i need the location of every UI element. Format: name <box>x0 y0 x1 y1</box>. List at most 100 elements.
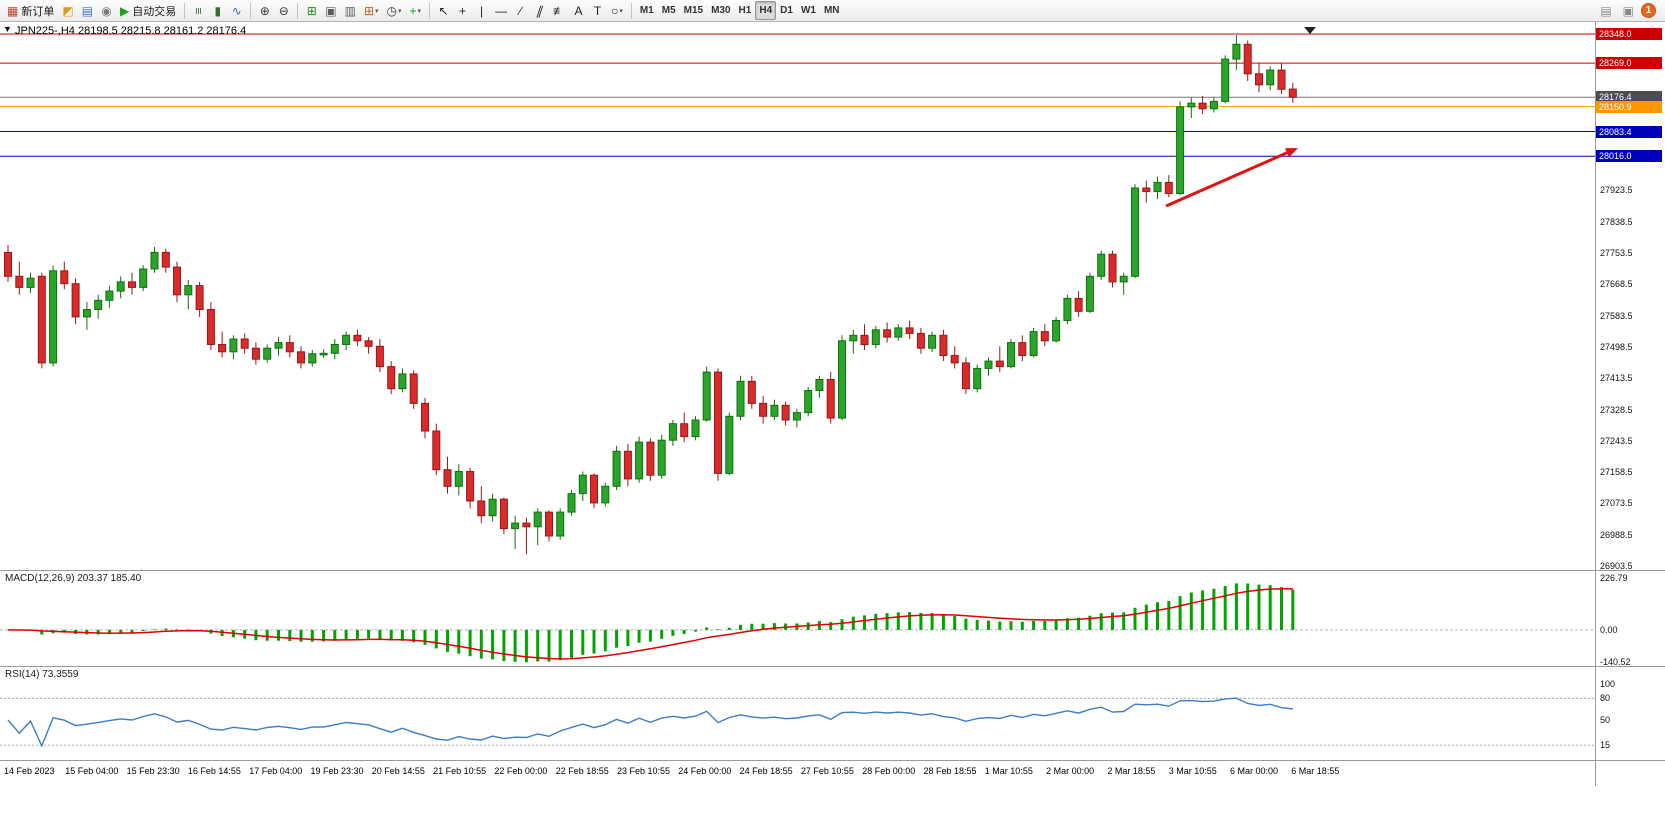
price-chart-panel[interactable] <box>0 22 1595 570</box>
zoom-out-button[interactable]: ⊖ <box>274 1 293 20</box>
toolbar: ▦ 新订单 ◩ ▤ ◉ ▶ 自动交易 ≡ ▮ ∿ ⊕ ⊖ ⊞ ▣ ▥ ⊞ ▾ ◷ ▾ + ▾ ↖ + | — ∕ ∥ ≢ A T ○ ▾ M1 M… <box>0 0 1665 22</box>
label-icon: T <box>593 3 602 18</box>
time-axis-label: 22 Feb 18:55 <box>555 766 609 776</box>
chart-window[interactable]: ▼ JPN225-,H4 28198.5 28215.8 28161.2 281… <box>0 22 1665 838</box>
fibonacci-icon: ≢ <box>553 3 566 18</box>
tile-windows-icon: ⊞ <box>306 3 317 18</box>
axis-divider <box>0 760 1665 761</box>
price-axis-tick: 27498.5 <box>1600 341 1633 352</box>
zoom-in-icon: ⊕ <box>259 3 270 18</box>
price-axis-divider <box>1595 22 1596 786</box>
trendline-icon: ∕ <box>519 3 522 18</box>
time-axis-label: 3 Mar 10:55 <box>1168 766 1217 776</box>
bar-chart-button[interactable]: ≡ <box>189 1 208 20</box>
cursor-arrow-icon: ↖ <box>438 3 449 18</box>
toolbar-separator <box>429 2 431 19</box>
timeframe-h4-label: H4 <box>759 5 773 16</box>
panel-divider[interactable] <box>0 666 1665 667</box>
chevron-down-icon: ▾ <box>375 7 379 15</box>
text-button[interactable]: A <box>569 1 588 20</box>
timeframe-h1[interactable]: H1 <box>735 1 756 20</box>
toolbar-separator <box>250 2 252 19</box>
timeframe-m15-label: M15 <box>683 5 704 16</box>
notifications-badge[interactable]: 1 <box>1641 3 1656 18</box>
new-order-button[interactable]: ▦ 新订单 <box>3 1 58 20</box>
data-window-button[interactable]: ▤ <box>78 1 97 20</box>
fibonacci-button[interactable]: ≢ <box>549 1 569 20</box>
cascade-windows-button[interactable]: ▣ <box>321 1 340 20</box>
timeframe-w1[interactable]: W1 <box>797 1 820 20</box>
level-price-tag: 28150.9 <box>1596 100 1662 113</box>
rsi-axis-tick: 100 <box>1600 679 1616 689</box>
indicators-button[interactable]: + ▾ <box>406 1 426 20</box>
clock-icon: ◷ <box>386 3 398 18</box>
autotrading-button[interactable]: ▶ 自动交易 <box>116 1 180 20</box>
crosshair-button[interactable]: + <box>453 1 472 20</box>
vertical-line-button[interactable]: | <box>472 1 491 20</box>
market-watch-button[interactable]: ◩ <box>58 1 77 20</box>
price-axis-tick: 27413.5 <box>1600 373 1633 384</box>
rsi-axis-tick: 80 <box>1600 693 1611 704</box>
period-button[interactable]: ◷ ▾ <box>383 1 406 20</box>
time-axis-label: 24 Feb 18:55 <box>739 766 793 776</box>
panel-divider[interactable] <box>0 570 1665 571</box>
community-button[interactable]: ▣ <box>1619 1 1638 20</box>
toolbar-left-groups: ▦ 新订单 ◩ ▤ ◉ ▶ 自动交易 ≡ ▮ ∿ ⊕ ⊖ ⊞ ▣ ▥ ⊞ ▾ ◷ ▾ + ▾ ↖ + | — ∕ ∥ ≢ A T ○ ▾ M1 M… <box>3 1 844 20</box>
price-axis-tick: 27243.5 <box>1600 435 1633 446</box>
price-axis[interactable]: 27923.5 27838.5 27753.5 27668.5 27583.5 27498… <box>1596 22 1665 786</box>
macd-axis-tick: -140.52 <box>1600 657 1631 667</box>
arrange-windows-button[interactable]: ▥ <box>341 1 360 20</box>
time-axis-label: 15 Feb 04:00 <box>65 766 119 776</box>
timeframe-m5[interactable]: M5 <box>658 1 680 20</box>
rsi-axis-tick: 15 <box>1600 740 1611 751</box>
timeframe-d1-label: D1 <box>780 5 793 16</box>
navigator-button[interactable]: ◉ <box>97 1 116 20</box>
time-axis-label: 15 Feb 23:30 <box>126 766 180 776</box>
candlestick-chart-button[interactable]: ▮ <box>208 1 227 20</box>
rsi-panel[interactable] <box>0 666 1595 760</box>
price-axis-tick: 27923.5 <box>1600 185 1633 196</box>
chevron-down-icon: ▾ <box>417 7 422 15</box>
chart-list-button[interactable]: ▤ <box>1596 1 1615 20</box>
cursor-button[interactable]: ↖ <box>434 1 453 20</box>
channel-button[interactable]: ∥ <box>530 1 549 20</box>
tile-windows-button[interactable]: ⊞ <box>302 1 321 20</box>
timeframe-h1-label: H1 <box>738 5 752 16</box>
rsi-label: RSI(14) 73.3559 <box>5 669 79 680</box>
horizontal-line-button[interactable]: — <box>491 1 511 20</box>
bar-chart-icon: ≡ <box>191 6 206 15</box>
shapes-button[interactable]: ○ ▾ <box>607 1 627 20</box>
timeframe-m1-label: M1 <box>639 5 654 16</box>
timeframe-m30[interactable]: M30 <box>707 1 734 20</box>
time-axis-label: 6 Mar 00:00 <box>1230 766 1279 776</box>
new-order-button-label: 新订单 <box>21 5 55 18</box>
cascade-windows-icon: ▣ <box>325 3 337 18</box>
one-click-trading-toggle[interactable]: ▼ <box>3 24 12 34</box>
new-chart-button[interactable]: ⊞ ▾ <box>360 1 383 20</box>
level-price-tag: 28269.0 <box>1596 57 1662 70</box>
arrange-windows-icon: ▥ <box>344 3 356 18</box>
time-axis-label: 23 Feb 10:55 <box>617 766 671 776</box>
timeframe-m30-label: M30 <box>711 5 731 16</box>
zoom-in-button[interactable]: ⊕ <box>255 1 274 20</box>
label-button[interactable]: T <box>588 1 607 20</box>
autotrading-play-icon: ▶ <box>120 3 130 18</box>
price-axis-tick: 26903.5 <box>1600 561 1633 571</box>
time-axis-label: 14 Feb 2023 <box>4 766 55 776</box>
timeframe-m1[interactable]: M1 <box>636 1 658 20</box>
line-chart-button[interactable]: ∿ <box>227 1 246 20</box>
time-axis[interactable]: 14 Feb 2023 15 Feb 04:00 15 Feb 23:30 16 Fe… <box>0 760 1595 786</box>
crosshair-icon: + <box>459 3 467 18</box>
price-axis-tick: 27328.5 <box>1600 404 1633 415</box>
timeframe-d1[interactable]: D1 <box>776 1 797 20</box>
timeframe-mn[interactable]: MN <box>820 1 844 20</box>
trendline-button[interactable]: ∕ <box>511 1 530 20</box>
timeframe-m15[interactable]: M15 <box>680 1 707 20</box>
text-icon: A <box>574 3 583 18</box>
macd-panel[interactable] <box>0 570 1595 666</box>
line-chart-icon: ∿ <box>231 3 242 18</box>
time-axis-label: 28 Feb 18:55 <box>923 766 977 776</box>
rsi-axis-tick: 50 <box>1600 715 1611 725</box>
timeframe-h4[interactable]: H4 <box>755 1 777 20</box>
